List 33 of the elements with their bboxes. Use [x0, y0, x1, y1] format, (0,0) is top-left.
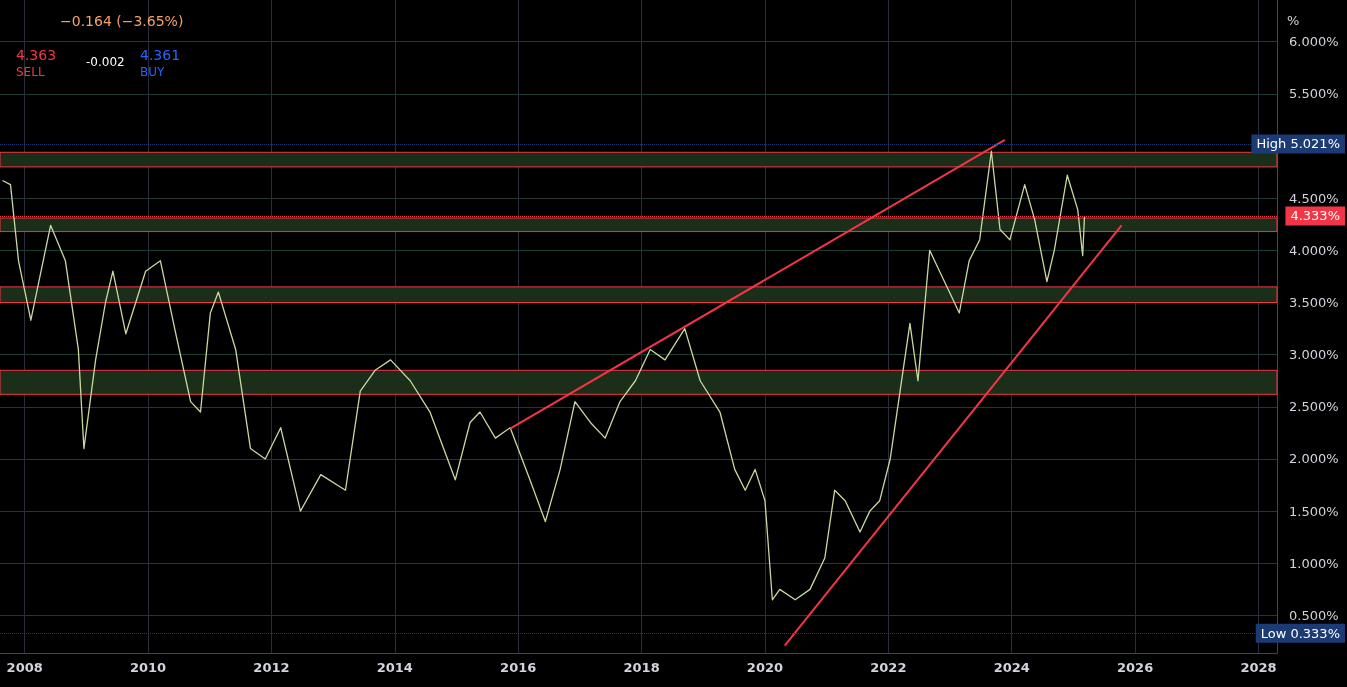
y-tick-label: 4.500%	[1289, 190, 1339, 206]
annotation: BUY	[140, 65, 166, 79]
x-tick-label: 2014	[376, 660, 413, 675]
line-series	[1, 150, 1086, 601]
x-tick-label: 2012	[253, 660, 290, 675]
y-tick-label: 2.000%	[1289, 451, 1339, 467]
y-tick-label: 2.500%	[1289, 399, 1339, 415]
x-tick-label: 2018	[623, 660, 660, 675]
x-tick-label: 2028	[1240, 660, 1277, 675]
annotation: 4.361	[140, 47, 181, 63]
y-tick-label: 4.000%	[1289, 242, 1339, 258]
y-tick-label: 3.000%	[1289, 347, 1339, 363]
text: %	[1287, 13, 1300, 28]
annotation: −0.164 (−3.65%)	[60, 13, 184, 29]
y-tick-label: 6.000%	[1289, 34, 1339, 50]
y-tick-label: 1.000%	[1289, 555, 1339, 571]
ref-line-label: Low 0.333%	[1260, 625, 1340, 641]
x-tick-label: 2020	[746, 660, 784, 675]
x-tick-label: 2010	[129, 660, 167, 675]
ref-line-label: High 5.021%	[1256, 136, 1340, 152]
x-tick-label: 2016	[500, 660, 537, 675]
y-tick-label: 1.500%	[1289, 503, 1339, 519]
y-tick-label: 3.500%	[1289, 295, 1339, 311]
annotation: SELL	[16, 65, 45, 79]
y-tick-label: 0.500%	[1289, 607, 1339, 623]
annotation: 4.363	[16, 47, 57, 63]
x-tick-label: 2022	[870, 660, 907, 675]
x-tick-label: 2024	[993, 660, 1030, 675]
annotation: -0.002	[86, 55, 125, 69]
x-tick-label: 2026	[1117, 660, 1154, 675]
y-tick-label: 5.500%	[1289, 86, 1339, 102]
ref-line-label: 4.333%	[1290, 208, 1340, 224]
x-tick-label: 2008	[6, 660, 43, 675]
